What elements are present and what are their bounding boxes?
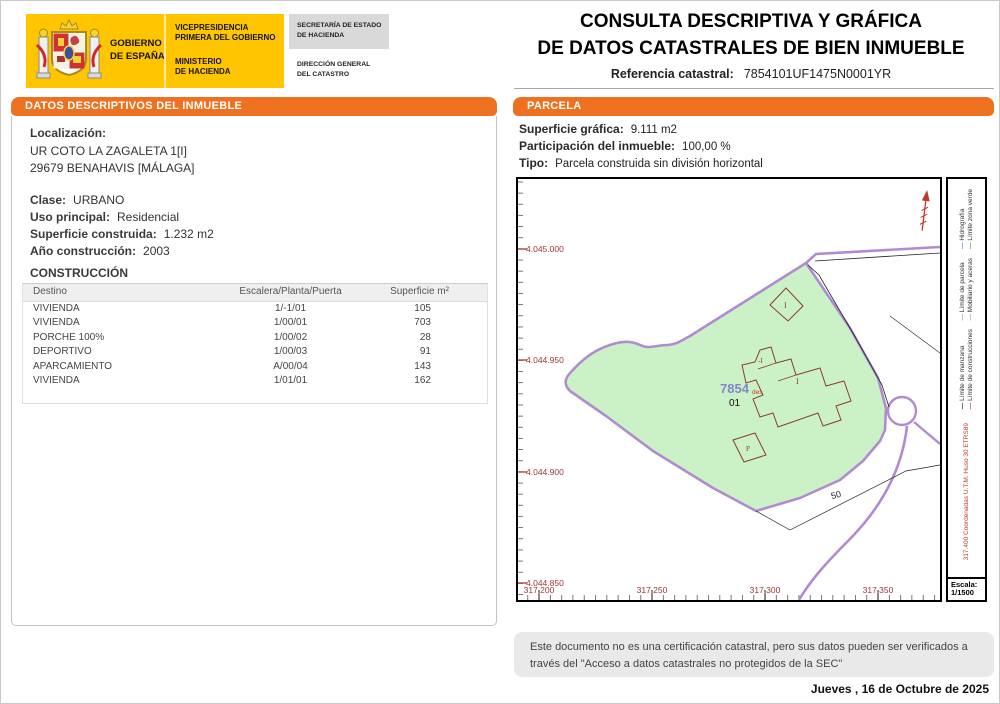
building-label-p: P <box>746 445 750 453</box>
localizacion-label: Localización: <box>30 126 107 140</box>
x-axis-label-0: 317.200 <box>524 585 555 595</box>
legend-item-hidrografia: — Hidrografía <box>958 208 966 249</box>
table-row: PORCHE 100% 1/00/02 28 <box>33 331 431 343</box>
legend-item-zona-verde: — Límite zona verde <box>967 189 974 249</box>
plot-number-label: 01 <box>729 398 741 409</box>
superficie-grafica-row: Superficie gráfica: 9.111 m2 <box>519 122 677 136</box>
construccion-title: CONSTRUCCIÓN <box>30 266 128 280</box>
datos-descriptivos-panel: Localización: UR COTO LA ZAGALETA 1[I] 2… <box>11 116 497 626</box>
contour-label: 50 <box>830 489 842 501</box>
tipo-row: Tipo: Parcela construida sin división hor… <box>519 156 763 170</box>
table-row: VIVIENDA 1/-1/01 105 <box>33 302 431 314</box>
scale-value: 1/1500 <box>951 588 974 598</box>
legend-item-limite-parcela: — Límite de parcela <box>958 262 966 321</box>
y-axis-label-3: 4.044.850 <box>526 578 564 588</box>
table-row: VIVIENDA 1/00/01 703 <box>33 317 431 328</box>
document-title-line2: DE DATOS CATASTRALES DE BIEN INMUEBLE <box>537 38 965 59</box>
y-axis-label-2: 4.044.900 <box>526 467 564 477</box>
referencia-catastral: Referencia catastral: 7854101UF1475N0001Y… <box>506 67 996 81</box>
section-header-parcela: PARCELA <box>513 97 994 116</box>
direccion-general-catastro-label: DIRECCIÓN GENERAL DEL CATASTRO <box>297 61 371 78</box>
referencia-value: 7854101UF1475N0001YR <box>743 67 892 81</box>
construction-table: Destino Escalera/Planta/Puerta Superfici… <box>22 283 488 404</box>
section-header-datos-descriptivos: DATOS DESCRIPTIVOS DEL INMUEBLE <box>11 97 497 116</box>
x-axis-label-3: 317.350 <box>863 585 894 595</box>
road-edge-sweep <box>797 425 909 601</box>
y-axis-label-1: 4.044.950 <box>526 355 564 365</box>
parcel-polygon[interactable] <box>564 261 888 513</box>
legend-row-3: — Límite de manzana — Límite de construc… <box>959 329 974 409</box>
document-title-line1: CONSULTA DESCRIPTIVA Y GRÁFICA <box>579 11 923 32</box>
gobierno-de-espana-label: GOBIERNO DE ESPAÑA <box>110 38 165 62</box>
cadastral-map[interactable]: I -I I P 7854 des 01 50 4.045.000 4.044.… <box>516 177 942 602</box>
scale-box: Escala: 1/1500 <box>948 576 985 600</box>
disclaimer-line2: través del "Acceso a datos catastrales n… <box>530 657 843 670</box>
legend-row-1: — Hidrografía — Límite zona verde <box>959 189 974 249</box>
localizacion-line2: 29679 BENAHAVIS [MÁLAGA] <box>30 161 195 175</box>
parcel-red-annotation: des <box>752 389 763 396</box>
table-row: APARCAMIENTO A/00/04 143 <box>33 360 431 372</box>
y-axis-label-0: 4.045.000 <box>526 244 564 254</box>
building-label-main-upper: -I <box>758 357 763 365</box>
x-axis-label-2: 317.300 <box>750 585 781 595</box>
manzana-line-diagonal <box>889 315 941 354</box>
x-major-ticks <box>538 590 879 600</box>
disclaimer-line1: Este documento no es una certificación c… <box>530 641 968 653</box>
building-outline-main <box>741 346 852 428</box>
document-date: Jueves , 16 de Octubre de 2025 <box>810 682 989 696</box>
cadastral-map-svg: I -I I P 7854 des 01 50 4.045.000 4.044.… <box>518 179 941 601</box>
y-major-ticks <box>518 248 527 584</box>
anio-construccion-row: Año construcción: 2003 <box>30 244 170 258</box>
uso-principal-row: Uso principal: Residencial <box>30 210 180 224</box>
utm-coordinates-note: 317.400 Coordenadas U.T.M. Huso 30 ETRS8… <box>962 422 970 561</box>
table-row: DEPORTIVO 1/00/03 91 <box>33 346 431 357</box>
building-outline-top <box>769 287 804 322</box>
building-label-top: I <box>784 301 787 310</box>
road-edge-right <box>913 421 941 445</box>
construction-table-header: Destino Escalera/Planta/Puerta Superfici… <box>23 284 487 302</box>
legend-item-limite-manzana: — Límite de manzana <box>958 346 966 410</box>
manzana-line-top <box>814 252 941 262</box>
contour-line-50 <box>755 464 941 531</box>
parcel-number-label: 7854 <box>720 381 750 396</box>
secretaria-estado-box: SECRETARÍA DE ESTADO DE HACIENDA <box>289 14 389 49</box>
logo-divider <box>164 14 166 88</box>
map-legend: — Hidrografía — Límite zona verde — Lími… <box>946 177 987 602</box>
legend-item-limite-construcciones: — Límite de construcciones <box>967 329 974 410</box>
government-logo-block: GOBIERNO DE ESPAÑA VICEPRESIDENCIA PRIME… <box>26 14 284 88</box>
referencia-label: Referencia catastral: <box>610 67 734 81</box>
building-label-main: I <box>796 377 799 386</box>
building-room-divisions <box>757 362 797 382</box>
x-axis-label-1: 317.250 <box>637 585 668 595</box>
localizacion-line1: UR COTO LA ZAGALETA 1[I] <box>30 144 187 158</box>
culdesac-road-loop <box>886 395 918 427</box>
legend-item-mobiliario: — Mobiliario y aceras <box>967 257 974 321</box>
scale-label: Escala: <box>951 579 978 589</box>
table-row: VIVIENDA 1/01/01 162 <box>33 375 431 386</box>
ministry-labels: VICEPRESIDENCIA PRIMERA DEL GOBIERNO MIN… <box>175 23 276 77</box>
header-divider <box>514 88 994 89</box>
participacion-row: Participación del inmueble: 100,00 % <box>519 139 731 153</box>
spain-coat-of-arms-icon <box>35 18 103 79</box>
disclaimer-box: Este documento no es una certificación c… <box>514 632 994 677</box>
clase-row: Clase: URBANO <box>30 193 125 207</box>
parcel-boundary-top <box>805 245 941 264</box>
superficie-construida-row: Superficie construida: 1.232 m2 <box>30 227 214 241</box>
north-arrow-icon <box>919 190 930 231</box>
legend-row-2: — Límite de parcela — Mobiliario y acera… <box>959 258 974 321</box>
manzana-line-right <box>807 264 890 408</box>
building-outline-p <box>732 432 767 463</box>
